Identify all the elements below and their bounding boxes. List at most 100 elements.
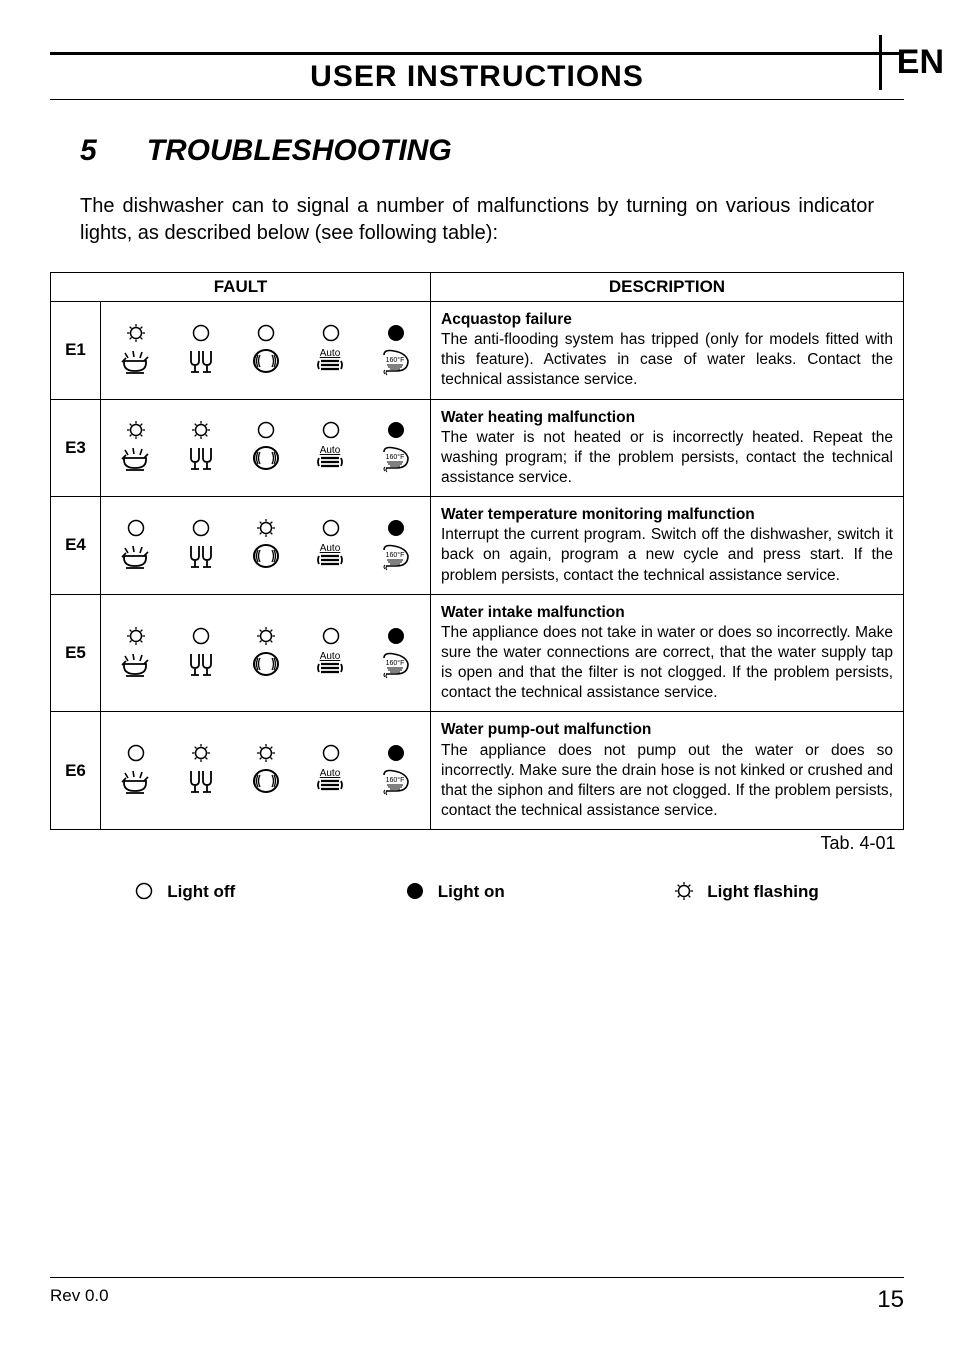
light-flash-icon (127, 421, 145, 439)
light-off-icon (127, 744, 145, 762)
indicator-column (110, 324, 162, 377)
fault-body: The anti-flooding system has tripped (on… (441, 330, 893, 390)
fault-title: Acquastop failure (441, 311, 572, 328)
table-row: E6Water pump-out malfunctionThe applianc… (51, 712, 904, 830)
light-off-icon (257, 421, 275, 439)
light-off-icon (322, 421, 340, 439)
program-icon (250, 540, 282, 572)
light-off-icon (192, 519, 210, 537)
light-on-icon (387, 519, 405, 537)
fault-indicators (101, 712, 431, 830)
fault-indicators (101, 302, 431, 400)
program-icon (120, 765, 152, 797)
program-icon (120, 648, 152, 680)
indicator-column (240, 744, 292, 797)
light-off-icon (322, 627, 340, 645)
indicator-column (240, 627, 292, 680)
light-off-icon (192, 627, 210, 645)
program-icon (315, 765, 347, 797)
light-on-icon (387, 627, 405, 645)
fault-description: Water intake malfunction The appliance do… (431, 594, 904, 712)
indicator-column (370, 627, 422, 680)
light-flash-icon (675, 882, 695, 902)
fault-title: Water pump-out malfunction (441, 721, 651, 738)
fault-code: E1 (51, 302, 101, 400)
program-icon (120, 345, 152, 377)
header-rule-top (50, 52, 904, 55)
light-flash-icon (257, 519, 275, 537)
fault-body: The appliance does not take in water or … (441, 623, 893, 704)
table-row: E5 Water intake malfunction The appliance … (51, 594, 904, 712)
light-off-icon (127, 519, 145, 537)
program-icon (120, 540, 152, 572)
table-row: E4Water temperature monitoring malfuncti… (51, 497, 904, 595)
legend-flash: Light flashing (675, 882, 818, 902)
indicator-column (240, 421, 292, 474)
indicator-column (175, 744, 227, 797)
fault-table: FAULT DESCRIPTION E1Acquastop failureThe… (50, 272, 904, 857)
indicator-column (175, 519, 227, 572)
table-row: E1 Acquastop failure The anti-flooding sys… (51, 302, 904, 400)
table-header-fault: FAULT (51, 273, 431, 302)
section-heading: 5 TROUBLESHOOTING (80, 134, 904, 168)
program-icon (315, 540, 347, 572)
program-icon (250, 648, 282, 680)
light-flash-icon (192, 421, 210, 439)
indicator-column (305, 744, 357, 797)
indicator-column (110, 627, 162, 680)
fault-description: Water heating malfunctionThe water is no… (431, 399, 904, 497)
light-on-icon (406, 882, 426, 902)
section-title: TROUBLESHOOTING (147, 134, 452, 168)
intro-paragraph: The dishwasher can to signal a number of… (80, 193, 874, 247)
fault-title: Water intake malfunction (441, 604, 625, 621)
page-header: USER INSTRUCTIONS EN (50, 60, 904, 94)
indicator-column (370, 324, 422, 377)
fault-description: Water pump-out malfunctionThe appliance … (431, 712, 904, 830)
program-icon (315, 345, 347, 377)
light-on-icon (387, 744, 405, 762)
table-caption: Tab. 4-01 (51, 830, 904, 858)
light-off-icon (257, 324, 275, 342)
program-icon (380, 765, 412, 797)
indicator-column (370, 421, 422, 474)
footer-revision: Rev 0.0 (50, 1286, 109, 1314)
footer-page-number: 15 (877, 1286, 904, 1314)
light-flash-icon (257, 627, 275, 645)
indicator-column (370, 744, 422, 797)
indicator-column (305, 324, 357, 377)
program-icon (250, 442, 282, 474)
light-flash-icon (127, 324, 145, 342)
fault-body: The water is not heated or is incorrectl… (441, 428, 893, 488)
indicator-column (175, 324, 227, 377)
legend-off: Light off (135, 882, 235, 902)
page-footer: Rev 0.0 15 (50, 1277, 904, 1314)
program-icon (315, 648, 347, 680)
indicator-column (110, 744, 162, 797)
section-number: 5 (80, 134, 97, 168)
fault-code: E5 (51, 594, 101, 712)
program-icon (250, 345, 282, 377)
program-icon (185, 540, 217, 572)
indicator-column (110, 519, 162, 572)
table-row: E3Water heating malfunctionThe water is … (51, 399, 904, 497)
program-icon (315, 442, 347, 474)
program-icon (185, 345, 217, 377)
light-on-icon (387, 324, 405, 342)
legend-off-label: Light off (167, 882, 235, 902)
fault-code: E4 (51, 497, 101, 595)
indicator-column (305, 519, 357, 572)
program-icon (380, 442, 412, 474)
light-flash-icon (257, 744, 275, 762)
program-icon (250, 765, 282, 797)
header-title: USER INSTRUCTIONS (50, 60, 904, 94)
legend: Light off Light on Light flashing (50, 882, 904, 902)
program-icon (380, 540, 412, 572)
indicator-column (370, 519, 422, 572)
light-flash-icon (127, 627, 145, 645)
program-icon (185, 648, 217, 680)
indicator-column (110, 421, 162, 474)
indicator-column (305, 421, 357, 474)
legend-on-label: Light on (438, 882, 505, 902)
indicator-column (240, 519, 292, 572)
legend-on: Light on (406, 882, 505, 902)
